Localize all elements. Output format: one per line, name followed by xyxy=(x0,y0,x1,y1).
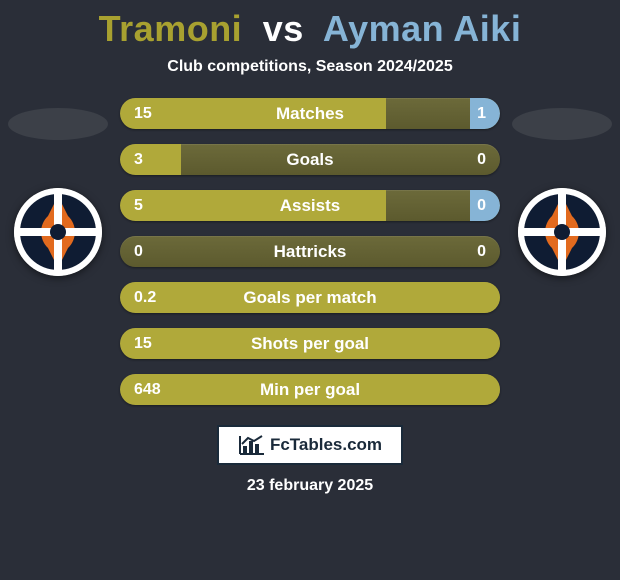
crest-icon xyxy=(518,188,606,276)
crest-icon xyxy=(14,188,102,276)
shadow-ellipse-left xyxy=(8,108,108,140)
player1-crest-column xyxy=(8,108,108,276)
player2-name: Ayman Aiki xyxy=(323,8,521,49)
club-crest-right xyxy=(518,188,606,276)
vs-text: vs xyxy=(253,8,314,49)
stat-label: Matches xyxy=(120,98,500,129)
stat-row: 50Assists xyxy=(120,190,500,221)
brand-badge: FcTables.com xyxy=(217,425,403,465)
brand-text: FcTables.com xyxy=(270,435,382,455)
chart-icon xyxy=(238,434,266,456)
shadow-ellipse-right xyxy=(512,108,612,140)
stat-label: Shots per goal xyxy=(120,328,500,359)
stat-row: 30Goals xyxy=(120,144,500,175)
stat-label: Hattricks xyxy=(120,236,500,267)
subtitle: Club competitions, Season 2024/2025 xyxy=(0,58,620,76)
stat-row: 648Min per goal xyxy=(120,374,500,405)
stat-row: 00Hattricks xyxy=(120,236,500,267)
page-title: Tramoni vs Ayman Aiki xyxy=(0,8,620,50)
stat-row: 151Matches xyxy=(120,98,500,129)
date-text: 23 february 2025 xyxy=(0,477,620,495)
stat-label: Goals xyxy=(120,144,500,175)
player2-crest-column xyxy=(512,108,612,276)
comparison-chart: 151Matches 30Goals 50Assists 00Hattricks 0.2… xyxy=(120,98,500,405)
club-crest-left xyxy=(14,188,102,276)
player1-name: Tramoni xyxy=(99,8,243,49)
stat-label: Min per goal xyxy=(120,374,500,405)
stat-label: Assists xyxy=(120,190,500,221)
stat-row: 15Shots per goal xyxy=(120,328,500,359)
stat-row: 0.2Goals per match xyxy=(120,282,500,313)
stat-label: Goals per match xyxy=(120,282,500,313)
